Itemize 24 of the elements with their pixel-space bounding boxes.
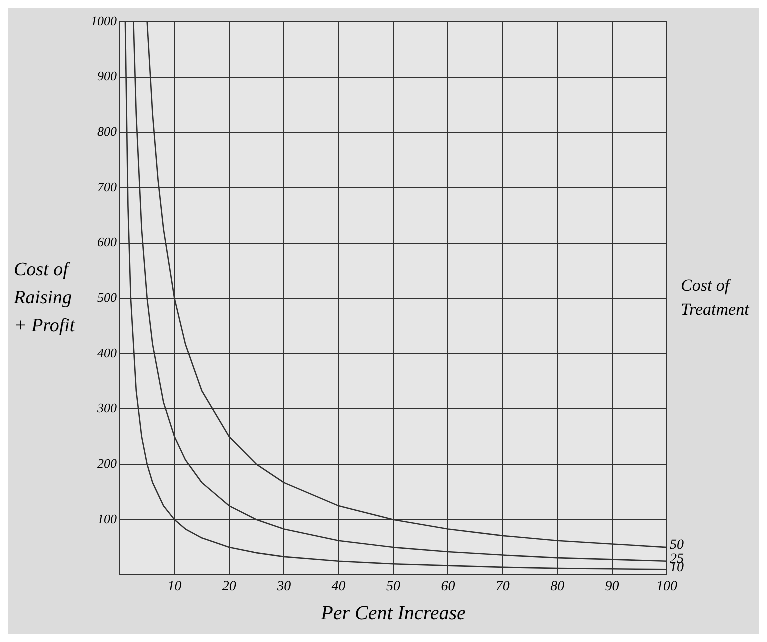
x-tick-label: 10 (168, 579, 182, 594)
y-axis-title: Cost of Raising + Profit (13, 260, 76, 337)
y-tick-label: 300 (96, 400, 118, 416)
y-tick-label: 600 (98, 234, 118, 250)
x-tick-label: 70 (496, 579, 510, 594)
x-tick-label: 30 (276, 579, 292, 594)
y-tick-label: 200 (98, 456, 118, 471)
y-tick-label: 100 (98, 511, 118, 526)
x-tick-label: 80 (550, 579, 565, 594)
y-tick-label: 700 (98, 179, 118, 194)
y-tick-label: 400 (98, 345, 118, 360)
x-tick-label: 90 (605, 579, 620, 594)
series-label: 50 (670, 538, 684, 554)
x-tick-label: 40 (332, 579, 346, 594)
x-axis-title: Per Cent Increase (320, 602, 466, 624)
y-tick-label: 500 (98, 290, 118, 306)
x-tick-label: 100 (656, 579, 678, 594)
y-tick-label: 1000 (91, 13, 118, 28)
y2-axis-title: Cost of Treatment (681, 276, 751, 320)
x-tick-label: 20 (222, 579, 236, 594)
y-tick-label: 900 (98, 68, 118, 84)
x-tick-label: 50 (386, 579, 400, 594)
y-tick-label: 800 (98, 124, 118, 140)
x-tick-label: 60 (441, 579, 456, 594)
